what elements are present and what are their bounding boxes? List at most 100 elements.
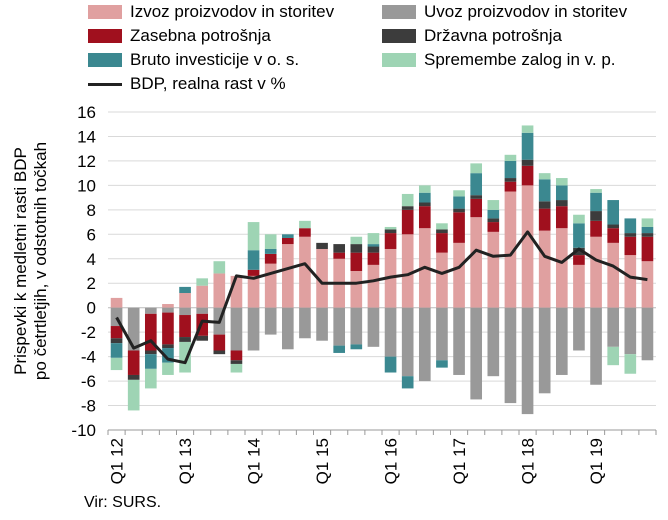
legend-swatch [382, 5, 416, 19]
bar-segment [264, 248, 277, 254]
y-tick-label: -6 [81, 372, 96, 391]
bar-segment [641, 307, 654, 361]
bar-segment [624, 307, 637, 355]
bar-segment [401, 209, 414, 235]
bar-segment [504, 160, 517, 179]
bar-segment [487, 222, 500, 232]
bar-segment [162, 312, 174, 345]
bar-segment [641, 233, 654, 237]
bar-segment [555, 185, 568, 201]
bar-segment [607, 242, 620, 308]
bar-segment [179, 293, 191, 308]
bar-segment [555, 206, 568, 229]
bar-segment [162, 348, 174, 363]
bar-segment [538, 230, 551, 308]
x-tick-label: Q1 14 [245, 438, 264, 484]
bar-segment [230, 350, 243, 361]
bar-segment [316, 248, 328, 308]
bar-segment [299, 236, 311, 308]
legend-item: Bruto investicije v o. s. [88, 50, 299, 70]
bar-segment [196, 307, 209, 314]
bar-segment [504, 181, 517, 192]
legend-label: Zasebna potrošnja [130, 26, 271, 45]
bar-segment [384, 356, 397, 373]
bar-segment [555, 200, 568, 207]
bar-segment [367, 307, 380, 347]
y-tick-label: -4 [81, 348, 96, 367]
bar-segment [641, 261, 654, 308]
bar-segment [110, 338, 123, 344]
bar-segment [213, 334, 226, 351]
bar-segment [418, 202, 431, 207]
bar-segment [144, 368, 157, 389]
bar-segment [453, 212, 465, 243]
bar-segment [144, 313, 157, 351]
axes: -10 -8 -6 -4 -2 0 2 4 6 8 10 12 14 16 Q1 12 Q1 13 Q1 14 Q… [71, 103, 657, 484]
bar-segment [436, 229, 448, 234]
bar-segment [247, 275, 260, 308]
bar-segment [641, 236, 654, 262]
y-tick-label: -8 [81, 397, 96, 416]
bar-segment [401, 307, 414, 377]
bar-segment [213, 350, 226, 355]
bar-segment [418, 192, 431, 203]
bar-segment [367, 246, 380, 253]
bar-segment [264, 253, 277, 264]
legend-label: Bruto investicije v o. s. [130, 50, 300, 69]
legend-item: Spremembe zalog in v. p. [382, 50, 616, 70]
legend-swatch [88, 53, 122, 67]
bar-segment [110, 357, 123, 371]
bar-segment [350, 271, 363, 308]
bar-segment [521, 185, 534, 308]
bar-segment [590, 211, 602, 221]
bar-segment [230, 363, 243, 373]
bar-segment [436, 233, 448, 253]
x-tick-label: Q1 12 [108, 438, 127, 484]
bar-segment [436, 307, 448, 361]
y-tick-label: 4 [87, 250, 96, 269]
bar-segment [401, 193, 414, 207]
legend-swatch [382, 53, 416, 67]
bar-segment [470, 307, 483, 400]
x-tick-label: Q1 13 [176, 438, 195, 484]
bar-segment [521, 307, 534, 415]
y-tick-label: 2 [87, 274, 96, 293]
bar-segment [453, 208, 465, 213]
bar-segment [144, 354, 157, 369]
bar-segment [624, 233, 637, 237]
bar-segment [213, 261, 226, 274]
bar-segment [333, 345, 346, 353]
legend-label: Uvoz proizvodov in storitev [424, 2, 628, 21]
bar-segment [521, 159, 534, 166]
bar-segment [110, 297, 123, 308]
gdp-growth-line [115, 230, 648, 365]
bar-segment [573, 264, 585, 308]
bar-segment [504, 191, 517, 308]
bar-segment [487, 307, 500, 377]
bar-segment [299, 220, 311, 229]
bar-segment [247, 250, 260, 270]
bar-segment [144, 350, 157, 355]
y-tick-label: -10 [71, 421, 96, 440]
legend-swatch [382, 29, 416, 43]
bar-segment [162, 304, 174, 308]
bar-segment [127, 307, 140, 351]
bar-segment [299, 307, 311, 339]
legend-label: BDP, realna rast v % [130, 74, 286, 93]
bar-segment [453, 190, 465, 197]
y-tick-label: 14 [77, 127, 96, 146]
legend-item: Državna potrošnja [382, 26, 562, 46]
bar-segment [555, 178, 568, 186]
legend-item: Izvoz proizvodov in storitev [88, 2, 334, 22]
bar-segment [350, 344, 363, 350]
legend: Izvoz proizvodov in storitev Uvoz proizvo… [0, 2, 668, 94]
legend-item: BDP, realna rast v % [88, 74, 286, 94]
bar-segment [247, 222, 260, 251]
bar-segment [127, 379, 140, 411]
legend-swatch [88, 29, 122, 43]
bar-segment [624, 218, 637, 234]
source-note: Vir: SURS. [84, 494, 162, 511]
bar-segment [470, 163, 483, 174]
x-tick-label: Q1 17 [450, 438, 469, 484]
